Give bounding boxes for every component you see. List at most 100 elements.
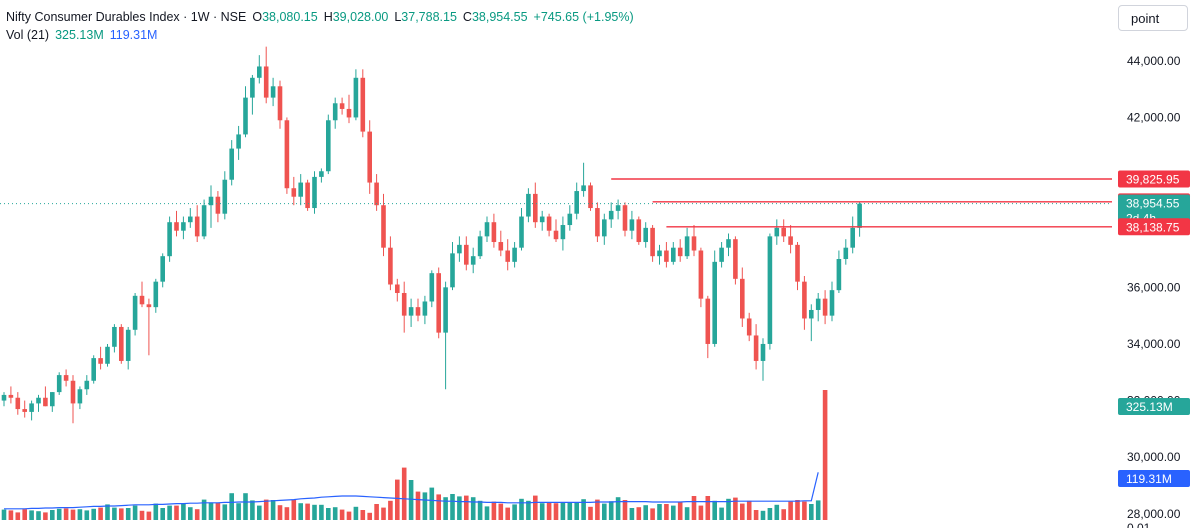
volume-bar [698, 505, 704, 520]
volume-bar [650, 508, 655, 520]
candle [526, 188, 531, 223]
candle [753, 324, 759, 370]
candle [243, 86, 248, 138]
candle [726, 233, 731, 257]
candle [705, 295, 711, 359]
candle [774, 219, 780, 245]
candle [181, 216, 186, 240]
candle [77, 386, 83, 410]
svg-text:39,825.95: 39,825.95 [1126, 172, 1180, 186]
ohlc-change: +745.65 (+1.95%) [533, 10, 634, 24]
volume-bar [381, 507, 386, 520]
volume-bar [719, 507, 724, 520]
symbol-title[interactable]: Nifty Consumer Durables Index · 1W · NSE [6, 10, 247, 24]
volume-bar [84, 510, 90, 520]
volume-bar [367, 512, 372, 520]
volume-bar [436, 494, 441, 520]
candle [505, 239, 510, 271]
candle [733, 236, 738, 285]
volume-bar [160, 508, 165, 520]
volume-bar [77, 509, 83, 520]
volume-bar [636, 507, 642, 520]
candle [815, 292, 821, 322]
candle [388, 236, 393, 291]
candle [374, 174, 379, 211]
candle [836, 250, 842, 293]
volume-bar [809, 504, 814, 520]
volume-bar [629, 508, 635, 520]
volume-bar [753, 510, 759, 520]
candle [201, 199, 207, 240]
volume-bar [546, 502, 552, 520]
candle [36, 394, 41, 412]
price-tag: 38,138.75 [1118, 218, 1190, 236]
volume-bar [1, 509, 7, 520]
volume-label[interactable]: Vol (21) [6, 28, 50, 42]
volume-bars [1, 390, 828, 520]
candle [546, 213, 552, 237]
candle [512, 242, 517, 268]
price-axis[interactable]: 44,000.00 42,000.00 36,000.00 34,000.00 30,0… [1127, 54, 1181, 528]
candle [802, 276, 807, 330]
candle [257, 55, 262, 84]
candle [332, 97, 338, 129]
candle [491, 213, 497, 248]
volume-bar [401, 467, 407, 520]
y-tick-label: 44,000.00 [1127, 54, 1181, 68]
volume-bar [533, 495, 538, 520]
volume-bar [395, 479, 400, 520]
volume-bar [705, 496, 711, 520]
volume-bar [119, 508, 124, 520]
candle [650, 225, 655, 262]
candle [615, 199, 621, 220]
volume-bar [250, 500, 255, 520]
candle [595, 202, 600, 243]
volume-bar [788, 501, 793, 520]
candle [553, 219, 559, 243]
volume-bar [602, 503, 607, 520]
candle [105, 343, 110, 367]
candle [691, 225, 697, 257]
candle [270, 77, 276, 107]
volume-bar [332, 507, 338, 520]
candle [429, 270, 435, 308]
candle [602, 213, 607, 245]
volume-bar [105, 504, 110, 520]
volume-bar [298, 503, 303, 520]
symbol-row: Nifty Consumer Durables Index · 1W · NSE… [6, 8, 634, 26]
candle [498, 230, 504, 257]
candle [305, 179, 310, 211]
candle [319, 168, 324, 183]
volume-ma-line [4, 472, 819, 510]
candle [236, 125, 241, 160]
volume-bar [125, 508, 131, 520]
candle [8, 386, 14, 404]
candle [132, 292, 138, 336]
volume-bar [167, 505, 172, 520]
volume-bar [657, 504, 662, 520]
horizontal-levels[interactable] [0, 178, 1112, 228]
candle [622, 202, 628, 237]
volume-bar [360, 510, 366, 520]
ohlc-open: O38,080.15 [252, 10, 318, 24]
volume-bar [201, 499, 207, 520]
candle [760, 338, 766, 381]
candle [629, 210, 635, 240]
candle [395, 278, 400, 302]
svg-text:38,954.55: 38,954.55 [1126, 197, 1180, 211]
ohlc-low: L37,788.15 [394, 10, 457, 24]
candle [643, 222, 648, 248]
volume-bar [581, 499, 586, 520]
scale-mode-button[interactable]: point [1118, 5, 1188, 31]
candle [360, 69, 366, 138]
candle [684, 227, 690, 260]
volume-bar [795, 500, 800, 520]
volume-bar [70, 509, 76, 520]
volume-bar [622, 500, 628, 520]
volume-bar [374, 504, 379, 520]
volume-bar [767, 508, 773, 520]
volume-bar [63, 508, 69, 520]
candle [43, 386, 48, 407]
chart-legend: Nifty Consumer Durables Index · 1W · NSE… [6, 8, 634, 44]
